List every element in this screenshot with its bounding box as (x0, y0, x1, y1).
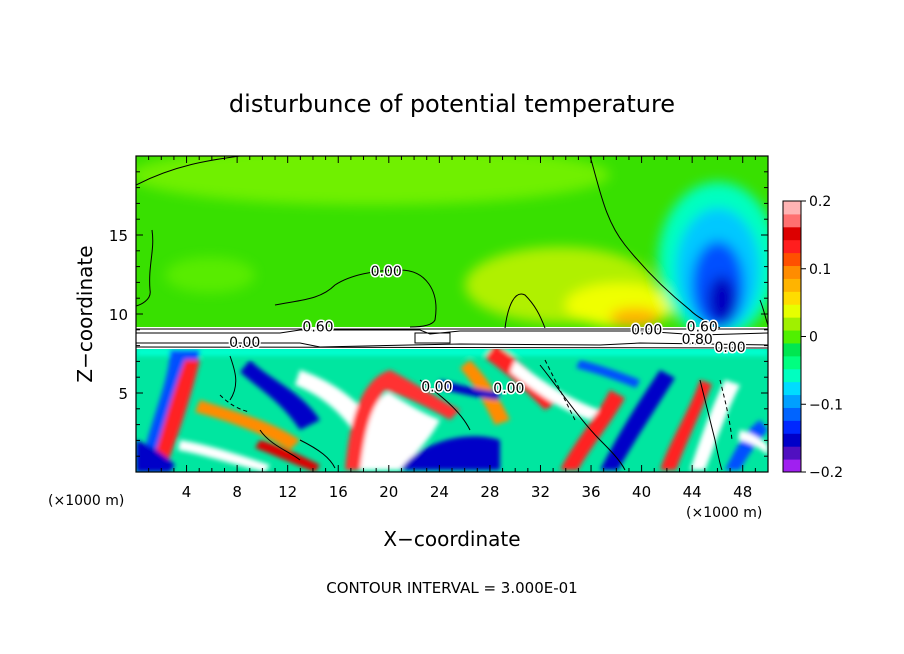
y-axis-label: Z−coordinate (73, 245, 97, 382)
colorbar-swatch (783, 459, 801, 473)
x-tick-label: 32 (531, 483, 550, 501)
colorbar-swatch (783, 420, 801, 434)
contour-label: 0.00 (631, 323, 662, 339)
colorbar-swatch (783, 368, 801, 383)
x-tick-label: 40 (632, 483, 651, 501)
colorbar-tick-label: −0.2 (809, 465, 843, 481)
x-unit-left: (×1000 m) (48, 493, 124, 509)
colorbar-swatch (783, 239, 801, 254)
field-orange (610, 308, 660, 328)
heatmap-field (136, 156, 768, 472)
colorbar-swatch (783, 226, 801, 241)
colorbar-swatch (783, 330, 801, 344)
x-tick-label: 36 (581, 483, 600, 501)
tropopause-lines (136, 328, 768, 349)
colorbar-swatch (783, 381, 801, 396)
colorbar-swatch (783, 355, 801, 370)
colorbar: 0.2 0.1 0 −0.1 −0.2 (782, 194, 843, 481)
colorbar-tick-label: 0.1 (809, 262, 831, 278)
colorbar-swatch (783, 201, 801, 215)
contour-label: 0.00 (229, 335, 260, 351)
colorbar-swatch (783, 252, 801, 267)
x-tick-label: 12 (278, 483, 297, 501)
contour-label: 0.00 (493, 381, 524, 397)
colorbar-swatch (783, 342, 801, 357)
colorbar-tick-label: 0 (809, 330, 818, 346)
colorbar-tick-label: 0.2 (809, 194, 831, 210)
x-tick-label: 44 (683, 483, 702, 501)
colorbar-swatch (783, 265, 801, 279)
colorbar-swatch (783, 304, 801, 318)
colorbar-swatch (783, 278, 801, 292)
contour-label: 0.00 (421, 379, 452, 395)
y-tick-label: 5 (118, 385, 128, 403)
y-tick-label: 10 (109, 306, 128, 324)
y-tick-label: 15 (109, 227, 128, 245)
colorbar-swatch (783, 394, 801, 408)
colorbar-tick-label: −0.1 (809, 397, 843, 413)
contour-label: 0.60 (302, 319, 333, 335)
field-greenpatch (165, 257, 255, 293)
colorbar-swatch (783, 213, 801, 228)
x-axis-label: X−coordinate (383, 527, 520, 551)
x-axis: 4 8 12 16 20 24 28 32 36 40 44 48 (148, 156, 756, 501)
field-lightgreen (136, 156, 610, 205)
colorbar-swatch (783, 446, 801, 460)
x-tick-label: 20 (379, 483, 398, 501)
contour-label: 0.60 (687, 319, 718, 335)
contour-label: 0.00 (714, 340, 745, 356)
field-darkblue (708, 276, 736, 324)
colorbar-swatch (783, 291, 801, 305)
contour-interval-footer: CONTOUR INTERVAL = 3.000E-01 (326, 579, 577, 597)
x-tick-label: 16 (329, 483, 348, 501)
chart-title: disturbunce of potential temperature (229, 90, 675, 118)
colorbar-swatch (783, 433, 801, 447)
contour-label: 0.80 (682, 332, 713, 348)
x-tick-label: 28 (480, 483, 499, 501)
contour-label: 0.00 (371, 264, 402, 280)
x-unit-right: (×1000 m) (686, 505, 762, 521)
contour-labels: 0.000.600.000.00 0.000.600.000.80 0.00 (228, 263, 748, 399)
x-tick-label: 4 (182, 483, 192, 501)
x-tick-label: 8 (232, 483, 242, 501)
y-axis: 5 10 15 (109, 171, 768, 457)
colorbar-swatch (783, 317, 801, 331)
x-tick-label: 24 (430, 483, 449, 501)
x-tick-label: 48 (733, 483, 752, 501)
colorbar-swatch (783, 407, 801, 421)
